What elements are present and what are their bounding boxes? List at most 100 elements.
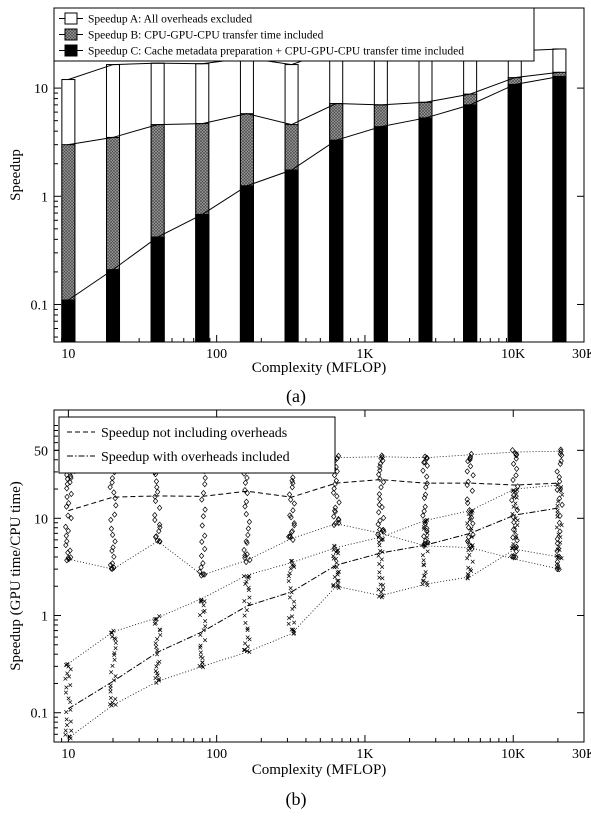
- point-x-7-14: [376, 553, 381, 558]
- point-diamond-5-9: [287, 512, 293, 519]
- point-x-6-21: [331, 547, 336, 552]
- bar-group-a: [61, 44, 567, 343]
- point-x-5-21: [290, 562, 295, 567]
- point-diamond-8-19: [421, 459, 427, 466]
- point-diamond-0-6: [63, 542, 69, 549]
- chart-b-speedup-scatter: 10 100 1K 10K 30K 0.1 1 10 50 Complexity (MFLOP…: [8, 409, 591, 810]
- point-diamond-1-7: [110, 544, 116, 551]
- point-diamond-7-7: [380, 514, 387, 522]
- point-diamond-8-10: [421, 508, 427, 515]
- point-diamond-9-12: [464, 496, 470, 503]
- point-x-0-20: [66, 664, 71, 669]
- point-x-4-12: [244, 608, 249, 613]
- point-diamond-1-4: [109, 560, 116, 567]
- point-diamond-8-8: [422, 520, 428, 527]
- point-diamond-0-14: [66, 500, 72, 507]
- point-diamond-0-17: [64, 485, 70, 492]
- point-x-3-15: [197, 613, 203, 618]
- point-diamond-10-19: [513, 455, 519, 462]
- point-x-2-19: [152, 621, 157, 626]
- y-axis-title-b: Speedup (GPU time/CPU time): [8, 481, 24, 671]
- point-x-4-17: [246, 585, 251, 590]
- point-x-10-23: [511, 488, 516, 493]
- point-diamond-10-8: [510, 526, 517, 533]
- point-x-3-12: [201, 628, 206, 633]
- y-tick-label-b-3: 50: [34, 444, 48, 459]
- x-tick-label-a-1: 100: [206, 347, 227, 362]
- point-x-7-23: [377, 533, 382, 538]
- point-x-10-22: [515, 487, 520, 493]
- point-diamond-8-23: [424, 455, 430, 462]
- point-x-7-17: [377, 543, 382, 548]
- point-x-3-7: [198, 650, 203, 655]
- point-x-0-12: [66, 696, 71, 701]
- point-diamond-4-14: [244, 489, 251, 497]
- point-x-11-17: [560, 492, 565, 497]
- point-x-2-15: [158, 632, 163, 638]
- point-diamond-1-10: [108, 525, 115, 532]
- point-diamond-9-8: [470, 520, 476, 527]
- point-x-4-22: [241, 574, 247, 579]
- point-x-5-10: [292, 604, 297, 609]
- point-diamond-1-9: [109, 531, 116, 538]
- x-axis-a: 10 100 1K 10K 30K: [53, 8, 591, 362]
- point-diamond-1-13: [113, 502, 119, 509]
- point-diamond-7-3: [380, 526, 386, 534]
- point-x-0-4: [69, 728, 74, 733]
- point-diamond-2-7: [156, 521, 163, 528]
- point-x-6-2: [335, 584, 340, 589]
- point-diamond-6-11: [330, 489, 337, 496]
- point-diamond-9-23: [468, 450, 474, 458]
- point-x-1-22: [111, 628, 116, 633]
- point-x-11-20: [557, 487, 562, 492]
- caption-b: (b): [286, 789, 307, 810]
- point-diamond-5-10: [290, 507, 296, 514]
- point-x-6-4: [335, 582, 340, 587]
- x-tick-label-b-3: 10K: [501, 747, 525, 762]
- point-diamond-11-3: [554, 562, 561, 569]
- point-diamond-4-1: [247, 556, 253, 564]
- bar-black-3: [195, 213, 210, 343]
- legend-b-item-1: Speedup not including overheads: [67, 426, 287, 441]
- point-x-0-19: [68, 667, 73, 672]
- point-x-5-11: [291, 599, 297, 604]
- point-diamond-0-22: [68, 473, 74, 480]
- point-x-10-16: [513, 501, 518, 506]
- point-diamond-2-15: [153, 478, 160, 485]
- point-x-4-15: [247, 595, 252, 600]
- point-x-8-1: [425, 583, 430, 588]
- point-diamond-7-19: [377, 460, 383, 467]
- point-diamond-10-9: [511, 519, 517, 526]
- point-x-1-1: [107, 702, 113, 707]
- point-x-11-12: [555, 514, 560, 519]
- y-axis-b: 0.1 1 10 50: [31, 425, 584, 743]
- point-diamond-5-0: [290, 536, 296, 544]
- legend-a-swatch-1: [64, 12, 78, 25]
- point-x-8-23: [423, 518, 428, 523]
- point-x-8-6: [422, 573, 427, 578]
- point-x-8-4: [421, 578, 426, 583]
- point-x-8-10: [421, 558, 426, 563]
- bar-black-5: [284, 169, 299, 343]
- point-x-9-3: [466, 573, 471, 578]
- point-diamond-7-12: [376, 491, 383, 498]
- point-diamond-4-8: [245, 531, 251, 539]
- point-diamond-11-8: [554, 535, 561, 543]
- point-diamond-4-15: [242, 486, 248, 494]
- point-x-11-1: [556, 554, 561, 559]
- point-diamond-6-22: [334, 455, 340, 462]
- point-x-1-10: [113, 674, 118, 679]
- point-diamond-2-6: [157, 524, 163, 531]
- point-x-1-4: [113, 697, 118, 702]
- legend-a: Speedup A: All overheads excluded Speedu…: [53, 7, 535, 62]
- point-x-5-14: [288, 586, 293, 591]
- point-x-7-5: [381, 587, 386, 592]
- bar-black-11: [552, 76, 567, 343]
- point-diamond-3-16: [202, 474, 208, 482]
- x-tick-label-b-2: 1K: [356, 747, 373, 762]
- point-diamond-7-15: [377, 475, 383, 483]
- point-diamond-11-23: [558, 446, 564, 453]
- x-tick-label-a-4: 30K: [572, 347, 591, 362]
- point-diamond-4-6: [244, 539, 250, 547]
- point-diamond-3-3: [197, 568, 203, 575]
